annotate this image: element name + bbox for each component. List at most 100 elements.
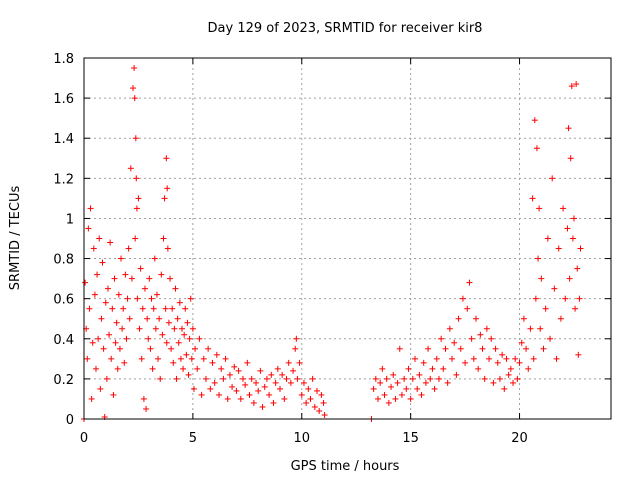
data-point [152, 325, 159, 332]
data-point [173, 375, 180, 382]
data-point [198, 391, 205, 398]
data-point [160, 235, 167, 242]
data-point [261, 383, 268, 390]
data-point [94, 271, 101, 278]
data-point [479, 345, 486, 352]
data-point [89, 339, 96, 346]
data-point [124, 295, 131, 302]
data-point [555, 245, 562, 252]
data-point [512, 355, 519, 362]
data-point [220, 375, 227, 382]
data-point [123, 335, 130, 342]
data-point [499, 351, 506, 358]
data-point [507, 365, 514, 372]
data-point [392, 395, 399, 402]
data-point [565, 125, 572, 132]
data-point [246, 391, 253, 398]
data-point [103, 375, 110, 382]
data-point [119, 325, 126, 332]
x-tick-label: 15 [402, 431, 419, 446]
data-point [167, 275, 174, 282]
data-point [82, 279, 89, 286]
data-point [239, 375, 246, 382]
data-point [250, 399, 257, 406]
data-point [572, 305, 579, 312]
data-point [390, 371, 397, 378]
data-point [290, 367, 297, 374]
data-point [407, 395, 414, 402]
data-point [453, 371, 460, 378]
data-point [535, 255, 542, 262]
data-point [377, 379, 384, 386]
data-point [226, 371, 233, 378]
data-point [156, 315, 163, 322]
data-point [104, 285, 111, 292]
data-point [237, 395, 244, 402]
points-layer [81, 65, 584, 422]
chart-title: Day 129 of 2023, SRMTID for receiver kir… [208, 21, 483, 36]
data-point [414, 385, 421, 392]
data-point [109, 305, 116, 312]
data-point [303, 399, 310, 406]
data-point [435, 375, 442, 382]
data-point [151, 255, 158, 262]
data-point [525, 365, 532, 372]
data-point [84, 355, 91, 362]
data-point [139, 305, 146, 312]
data-point [233, 387, 240, 394]
data-point [85, 225, 92, 232]
data-point [459, 295, 466, 302]
data-point [457, 345, 464, 352]
data-point [486, 355, 493, 362]
data-point [116, 345, 123, 352]
data-point [155, 355, 162, 362]
data-point [266, 391, 273, 398]
data-point [575, 351, 582, 358]
data-point [115, 291, 122, 298]
data-point [186, 335, 193, 342]
data-point [125, 245, 132, 252]
data-point [503, 355, 510, 362]
data-point [285, 359, 292, 366]
data-point [184, 319, 191, 326]
data-point [542, 305, 549, 312]
data-point [268, 371, 275, 378]
data-point [429, 365, 436, 372]
data-point [446, 325, 453, 332]
data-point [176, 299, 183, 306]
data-point [516, 359, 523, 366]
data-point [574, 265, 581, 272]
data-point [162, 305, 169, 312]
y-tick-label: 1.8 [53, 52, 74, 67]
data-point [537, 325, 544, 332]
data-point [110, 391, 117, 398]
data-point [573, 81, 580, 88]
data-point [90, 245, 97, 252]
data-point [466, 279, 473, 286]
data-point [178, 325, 185, 332]
data-point [146, 275, 153, 282]
data-point [418, 391, 425, 398]
data-point [189, 325, 196, 332]
data-point [99, 259, 106, 266]
data-point [172, 285, 179, 292]
data-point [560, 205, 567, 212]
data-point [309, 375, 316, 382]
data-point [153, 291, 160, 298]
data-point [224, 395, 231, 402]
data-point [235, 367, 242, 374]
data-point [547, 335, 554, 342]
data-point [175, 339, 182, 346]
data-point [527, 325, 534, 332]
y-axis-label: SRMTID / TECUs [8, 186, 23, 291]
data-point [470, 355, 477, 362]
data-point [455, 315, 462, 322]
data-point [171, 325, 178, 332]
data-point [133, 175, 140, 182]
data-point [145, 335, 152, 342]
y-tick-label: 1.2 [53, 172, 74, 187]
data-point [294, 375, 301, 382]
data-point [185, 371, 192, 378]
data-point [276, 385, 283, 392]
data-point [274, 365, 281, 372]
